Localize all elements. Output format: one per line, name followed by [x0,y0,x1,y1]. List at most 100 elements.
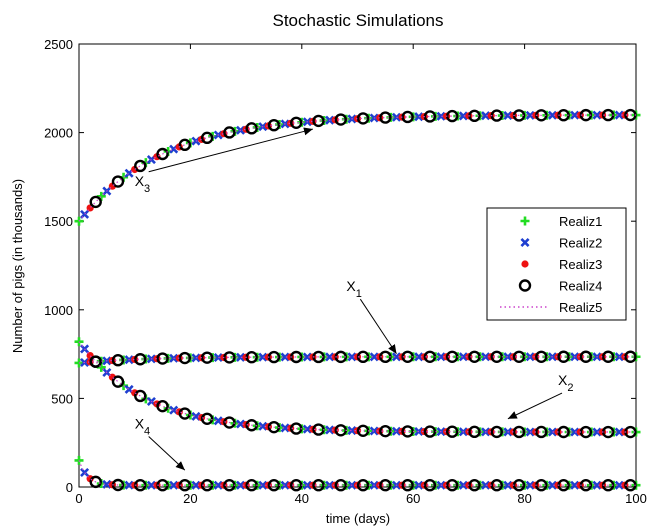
data-point [236,419,246,429]
data-point [258,421,268,431]
data-point [481,111,491,121]
data-point [312,479,325,492]
data-point [481,352,491,362]
data-point [89,355,102,368]
data-point [134,159,147,173]
annotation-letter: X [558,372,568,388]
data-point [89,475,102,489]
data-point [258,352,268,362]
y-axis-label: Number of pigs (in thousands) [10,179,25,353]
annotation-x2: X2 [558,372,573,394]
data-point [280,423,290,433]
data-point [436,111,446,121]
data-point [302,424,312,434]
data-point [89,195,102,209]
legend-item-realiz1: Realiz1 [520,214,602,229]
x-tick-label: 20 [183,491,197,506]
data-point [178,138,192,152]
y-tick-label: 500 [51,391,73,406]
series-realiz5 [78,114,636,486]
x-tick-label: 80 [517,491,531,506]
data-point [547,427,557,437]
data-point [290,479,303,492]
series-line-x4 [78,460,636,486]
data-point [458,352,468,362]
data-point [401,479,414,492]
data-point [124,480,134,490]
data-point [547,480,557,490]
data-point [312,114,325,128]
data-point [458,111,468,121]
data-point [557,350,570,363]
legend-marker [520,216,530,226]
data-point [134,353,147,366]
data-point [302,480,312,490]
data-point [369,352,379,362]
data-point [200,351,214,364]
data-point [302,352,312,362]
legend-label: Realiz4 [559,279,602,294]
data-point [178,351,192,365]
data-point [570,480,580,490]
annotation-arrow [359,298,397,355]
data-point [557,425,570,439]
data-point [592,427,602,437]
data-point [579,350,593,363]
data-point [334,113,347,126]
annotation-arrow [148,127,314,173]
legend-item-realiz5: Realiz5 [500,300,602,315]
data-point [178,407,192,420]
data-point [535,425,548,439]
data-point [592,110,602,120]
data-point [223,351,236,364]
x-axis-label: time (days) [326,511,390,526]
data-point [614,480,624,490]
legend-label: Realiz5 [559,300,602,315]
legend-marker [520,237,530,248]
y-tick-label: 1000 [44,303,73,318]
data-point [223,126,236,139]
data-point [146,480,156,490]
data-point [423,425,437,438]
data-point [156,147,169,161]
data-point [347,426,357,436]
data-point [379,111,392,124]
data-point [156,399,169,413]
data-point [535,350,548,363]
data-point [356,479,370,492]
data-point [223,416,236,429]
data-point [213,480,223,490]
data-point [191,480,201,490]
data-point [624,350,637,363]
data-point [134,389,147,403]
data-point [570,110,580,120]
data-point [267,118,281,132]
x-tick-label: 100 [625,491,647,506]
data-point [601,350,615,363]
annotation-arrow [148,436,186,471]
data-point [414,112,424,122]
data-point [356,112,370,125]
y-tick-label: 0 [66,480,73,495]
data-point [445,479,459,492]
legend: Realiz1 Realiz2 Realiz3 Realiz4 Realiz5 [486,207,627,321]
x-tick-label: 0 [75,491,82,506]
data-point [423,110,437,123]
series-line-x3 [78,114,636,222]
data-point [503,480,513,490]
data-point [236,480,246,490]
annotation-letter: X [135,173,145,189]
data-point [325,352,335,362]
legend-label: Realiz2 [559,236,602,251]
data-point [468,425,481,439]
x-tick-label: 40 [295,491,309,506]
legend-marker [521,260,529,268]
data-point [512,350,526,363]
data-point [401,425,414,438]
data-point [280,352,290,362]
data-point [156,352,169,365]
data-point [325,425,335,435]
data-point [334,479,347,492]
data-point [547,110,557,120]
